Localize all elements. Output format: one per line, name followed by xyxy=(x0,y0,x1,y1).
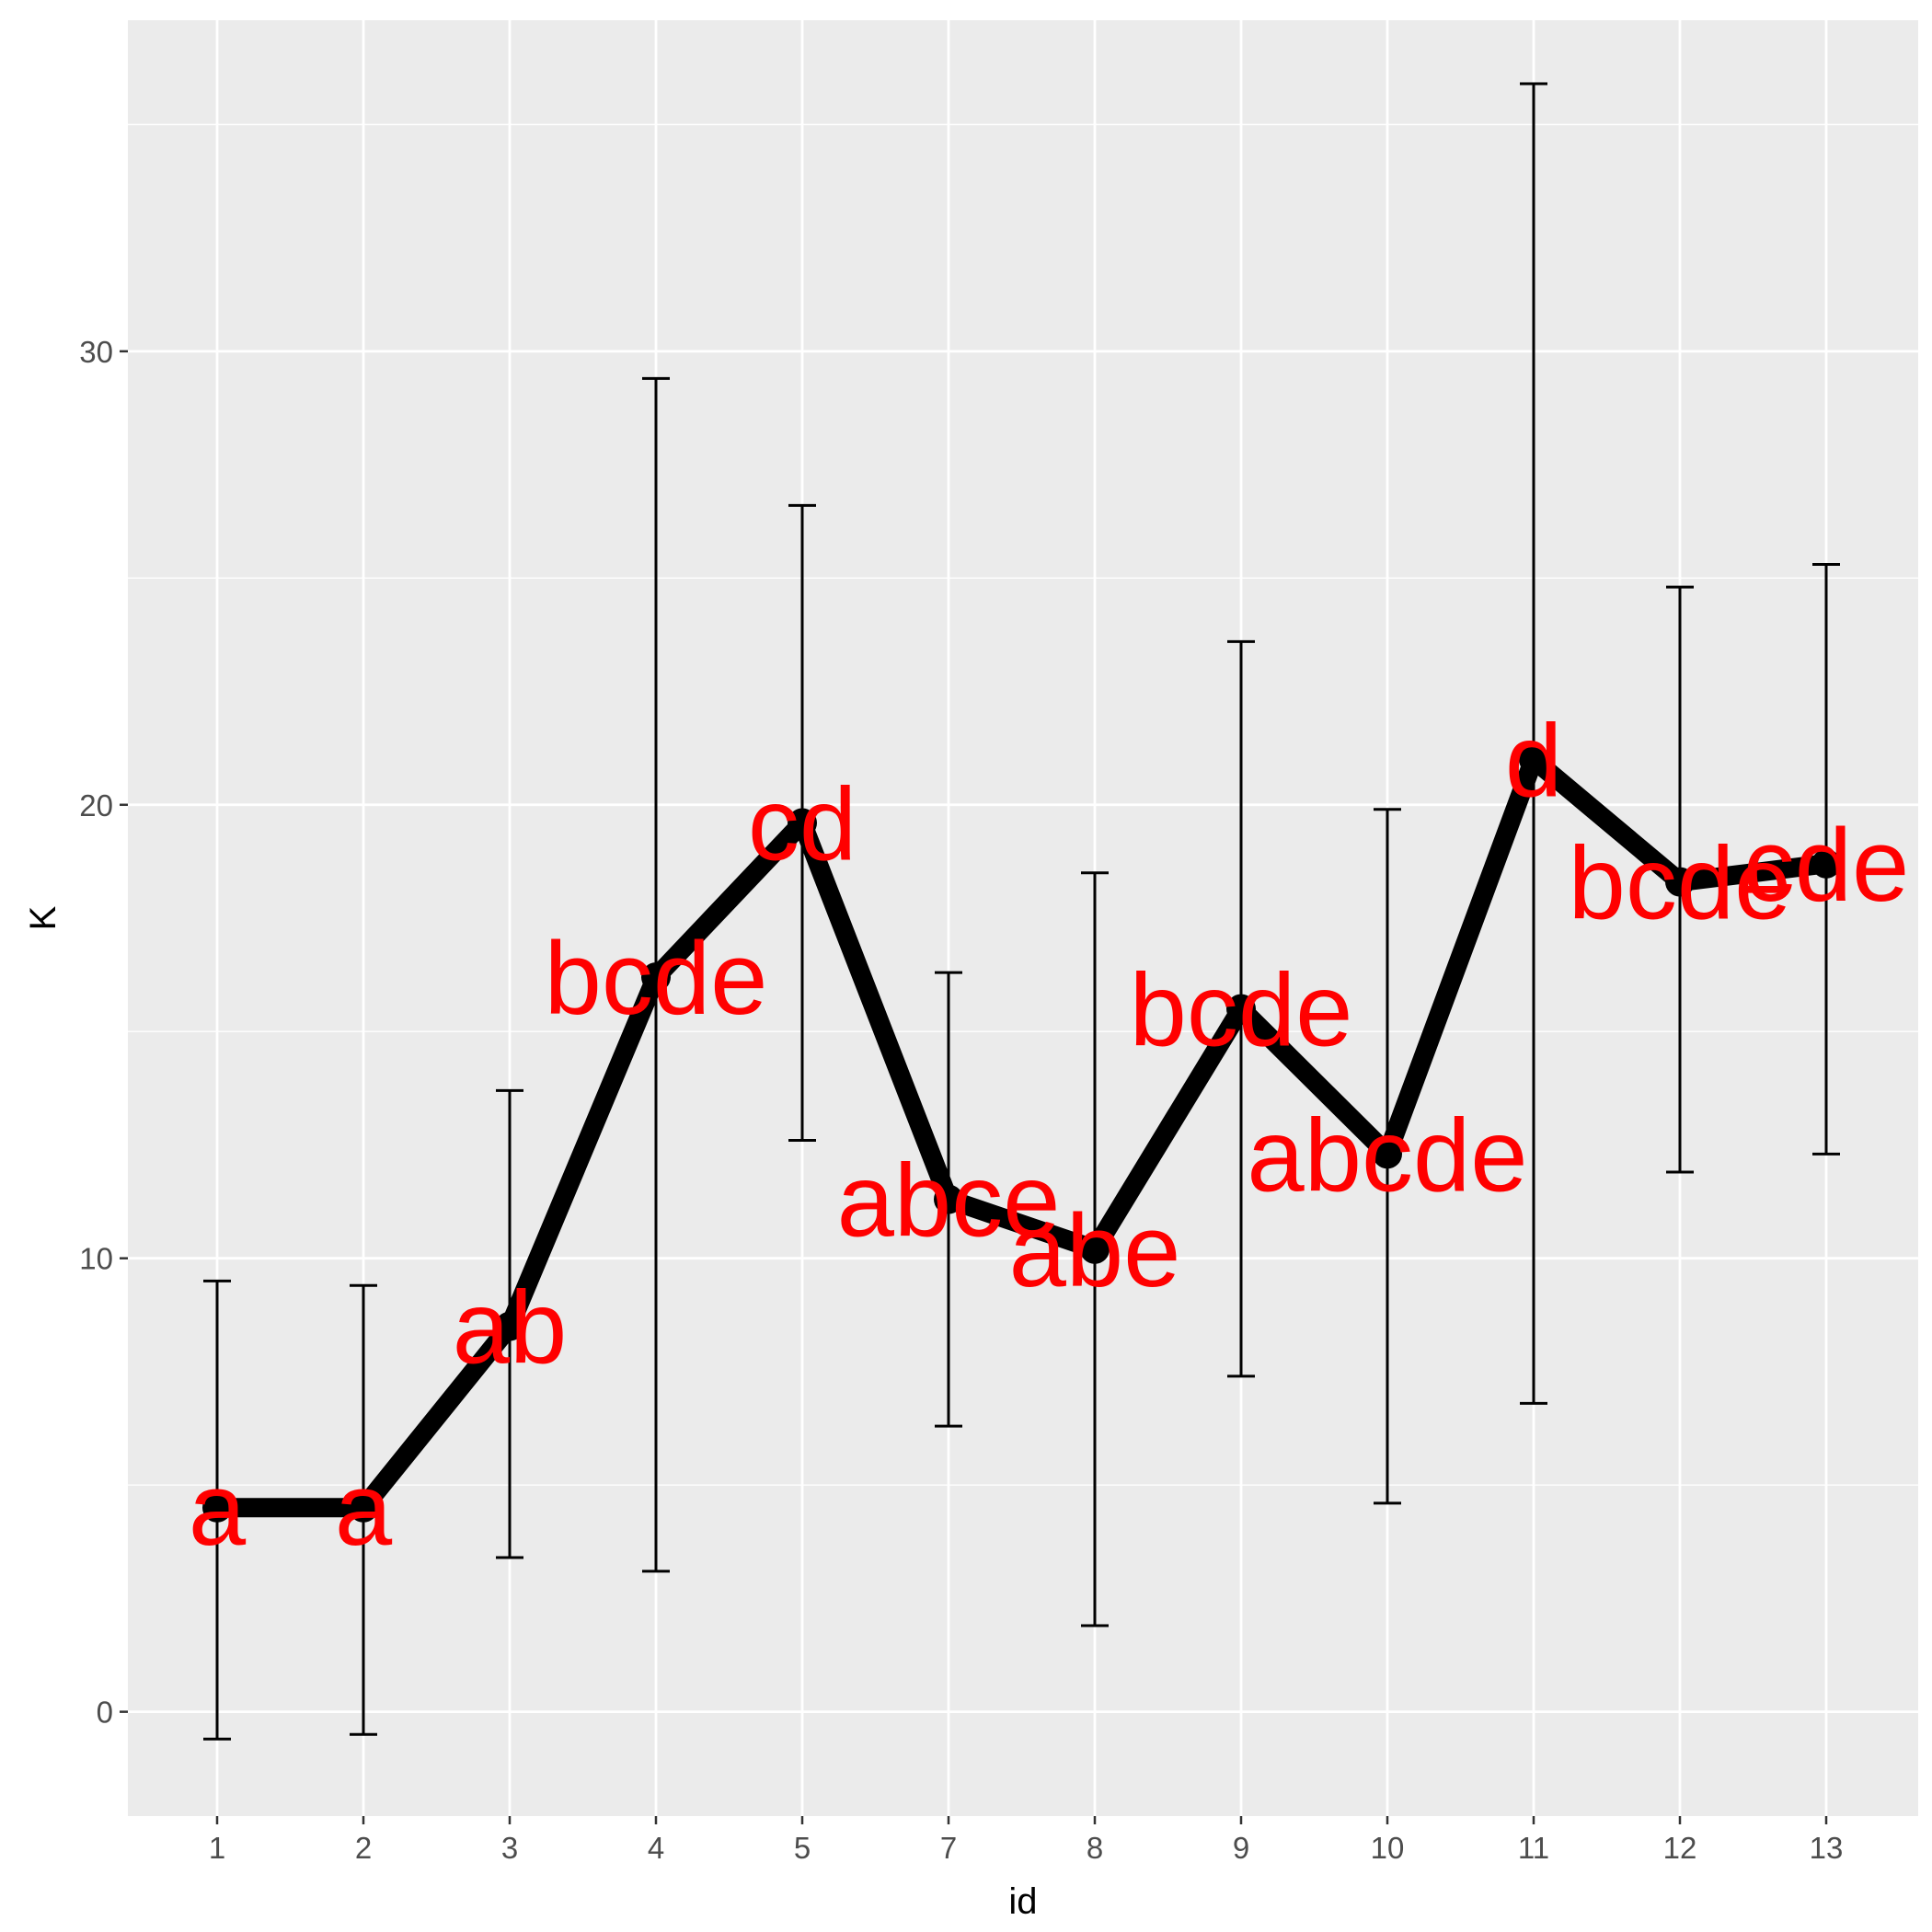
data-line xyxy=(202,744,1841,1523)
x-axis-title: id xyxy=(1008,1881,1037,1922)
plot-panel xyxy=(128,20,1918,1816)
x-tick-label: 1 xyxy=(209,1831,225,1865)
x-tick-label: 13 xyxy=(1810,1831,1844,1865)
data-point xyxy=(1519,744,1548,775)
significance-label: d xyxy=(1505,703,1562,818)
x-tick-label: 2 xyxy=(355,1831,372,1865)
data-point xyxy=(788,808,817,838)
x-tick-label: 8 xyxy=(1087,1831,1103,1865)
significance-label: abce xyxy=(837,1144,1061,1259)
error-bar xyxy=(1520,82,1547,1405)
x-tick-label: 7 xyxy=(940,1831,957,1865)
significance-label: bcde xyxy=(1569,826,1792,941)
y-tick-label: 20 xyxy=(79,788,113,822)
x-tick-label: 10 xyxy=(1371,1831,1405,1865)
data-point xyxy=(1811,848,1841,879)
data-point xyxy=(641,962,671,993)
x-tick-label: 9 xyxy=(1233,1831,1249,1865)
y-tick-label: 10 xyxy=(79,1242,113,1276)
data-point xyxy=(349,1492,378,1523)
y-axis-title: K xyxy=(23,905,63,930)
significance-label: bcde xyxy=(1130,953,1353,1068)
data-point xyxy=(1226,994,1256,1024)
data-point xyxy=(934,1184,963,1214)
y-tick-label: 30 xyxy=(79,335,113,369)
x-tick-label: 3 xyxy=(501,1831,518,1865)
significance-label: abcde xyxy=(1247,1098,1527,1213)
significance-label: ab xyxy=(453,1271,568,1386)
x-tick-label: 12 xyxy=(1663,1831,1697,1865)
y-tick-label: 0 xyxy=(97,1696,113,1730)
significance-label: abe xyxy=(1009,1193,1181,1308)
x-tick-label: 5 xyxy=(794,1831,811,1865)
series-line xyxy=(207,749,1836,1518)
data-point xyxy=(1080,1234,1110,1264)
significance-label: a xyxy=(335,1452,393,1567)
data-point xyxy=(1665,867,1695,897)
data-point xyxy=(1373,1139,1402,1169)
x-tick-label: 11 xyxy=(1518,1831,1549,1865)
data-point xyxy=(202,1492,232,1523)
data-point xyxy=(495,1311,524,1341)
significance-label: cd xyxy=(748,766,857,881)
significance-label: cde xyxy=(1743,808,1910,923)
significance-label: bcde xyxy=(545,921,768,1036)
significance-label: a xyxy=(189,1452,247,1567)
x-tick-label: 4 xyxy=(648,1831,664,1865)
